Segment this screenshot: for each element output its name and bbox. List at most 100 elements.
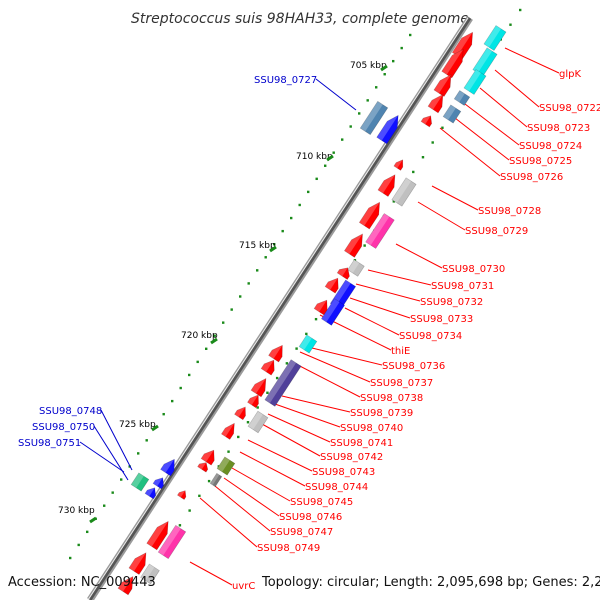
outer-reverse-dot [162, 412, 165, 416]
gene-feature[interactable] [234, 404, 250, 421]
gene-label[interactable]: SSU98_0736 [382, 361, 445, 372]
outer-forward-dot [363, 244, 366, 247]
leader-line [199, 497, 258, 548]
outer-reverse-dot [86, 530, 89, 534]
gene-feature[interactable] [347, 259, 365, 277]
gene-label[interactable]: SSU98_0747 [270, 527, 333, 538]
gene-label[interactable]: SSU98_0729 [465, 226, 528, 237]
gene-feature[interactable] [358, 199, 384, 230]
gene-label[interactable]: SSU98_0727 [254, 75, 317, 86]
gene-feature[interactable] [298, 334, 318, 354]
gene-label[interactable]: SSU98_0738 [360, 393, 423, 404]
gene-feature[interactable] [146, 518, 173, 551]
gene-label[interactable]: SSU98_0730 [442, 264, 505, 275]
gene-feature[interactable] [247, 410, 269, 434]
gene-label[interactable]: SSU98_0725 [509, 156, 572, 167]
gene-label[interactable]: SSU98_0744 [305, 482, 368, 493]
gene-feature[interactable] [130, 472, 150, 492]
gene-feature[interactable] [160, 456, 180, 477]
gene-label[interactable]: SSU98_0751 [18, 438, 81, 449]
gene-labels: glpK SSU98_0722 SSU98_0723 SSU98_0724 SSU98_… [18, 69, 600, 592]
gene-label[interactable]: SSU98_0733 [410, 314, 473, 325]
gene-feature[interactable] [144, 485, 159, 500]
outer-forward-dot [519, 8, 522, 12]
gene-feature[interactable] [377, 172, 400, 197]
gene-feature[interactable] [128, 550, 151, 575]
gene-feature[interactable] [321, 298, 345, 326]
gene-label[interactable]: SSU98_0724 [519, 141, 582, 152]
gene-feature[interactable] [313, 297, 332, 316]
leader-line [79, 441, 125, 473]
gene-label[interactable]: SSU98_0731 [431, 281, 494, 292]
gene-feature[interactable] [453, 90, 471, 106]
gene-feature[interactable] [260, 357, 279, 376]
gene-label[interactable]: SSU98_0739 [350, 408, 413, 419]
outer-reverse-dot [69, 556, 72, 560]
gene-feature[interactable] [117, 573, 138, 596]
leader-line [267, 413, 331, 443]
outer-forward-dot [188, 509, 191, 512]
gene-label[interactable]: glpK [559, 69, 581, 80]
leader-line [247, 439, 313, 472]
gene-feature[interactable] [200, 447, 219, 466]
gene-feature[interactable] [391, 177, 417, 207]
gene-feature[interactable] [344, 231, 367, 258]
gene-feature[interactable] [250, 375, 271, 398]
gene-feature[interactable] [427, 91, 448, 114]
outer-reverse-dot [239, 295, 242, 298]
gene-feature[interactable] [264, 359, 302, 407]
gene-label[interactable]: SSU98_0749 [257, 543, 320, 554]
gene-feature[interactable] [483, 25, 507, 51]
gene-label[interactable]: SSU98_0722 [539, 103, 600, 114]
gene-feature[interactable] [177, 488, 188, 500]
gene-feature[interactable] [336, 265, 353, 280]
outer-reverse-dot [324, 164, 327, 167]
gene-feature[interactable] [359, 100, 389, 136]
gene-label[interactable]: SSU98_0737 [370, 378, 433, 389]
leader-line [231, 467, 291, 502]
gene-feature[interactable] [140, 563, 160, 585]
gene-label[interactable]: SSU98_0740 [340, 423, 403, 434]
gene-label[interactable]: uvrC [232, 581, 255, 592]
gene-feature[interactable] [324, 275, 343, 294]
gene-label[interactable]: SSU98_0742 [320, 452, 383, 463]
gene-feature[interactable] [420, 113, 435, 128]
gene-label[interactable]: SSU98_0732 [420, 297, 483, 308]
gene-feature[interactable] [221, 421, 238, 440]
gene-label[interactable]: SSU98_0728 [478, 206, 541, 217]
gene-label[interactable]: thiE [391, 346, 410, 357]
gene-feature[interactable] [393, 158, 406, 171]
gene-label[interactable]: SSU98_0723 [527, 123, 590, 134]
gene-label[interactable]: SSU98_0743 [312, 467, 375, 478]
gene-feature[interactable] [268, 342, 288, 363]
gene-label[interactable]: SSU98_0741 [330, 438, 393, 449]
outer-reverse-dot [273, 243, 276, 246]
gene-feature[interactable] [376, 112, 403, 145]
gene-label[interactable]: SSU98_0746 [279, 512, 342, 523]
gene-feature[interactable] [247, 392, 263, 409]
scale-tick [151, 424, 159, 432]
outer-reverse-dot [222, 321, 225, 324]
gene-label[interactable]: SSU98_0726 [500, 172, 563, 183]
gene-label[interactable]: SSU98_0734 [399, 331, 462, 342]
gene-feature[interactable] [433, 72, 456, 97]
outer-reverse-dot [332, 151, 335, 154]
gene-feature[interactable] [152, 475, 167, 490]
gene-feature[interactable] [157, 524, 187, 560]
gene-feature[interactable] [365, 213, 395, 249]
leader-line [454, 117, 510, 161]
gene-label[interactable]: SSU98_0750 [32, 422, 95, 433]
gene-feature[interactable] [216, 456, 236, 476]
leader-line [311, 347, 383, 366]
gene-feature[interactable] [197, 460, 211, 473]
outer-reverse-dot [103, 504, 106, 507]
gene-feature[interactable] [209, 472, 223, 488]
gene-label[interactable]: SSU98_0745 [290, 497, 353, 508]
gene-feature[interactable] [442, 104, 462, 124]
gene-label[interactable]: SSU98_0748 [39, 406, 102, 417]
gene-feature[interactable] [463, 69, 487, 95]
leader-line [367, 269, 432, 286]
leader-line [299, 351, 371, 383]
leader-line [395, 243, 443, 269]
